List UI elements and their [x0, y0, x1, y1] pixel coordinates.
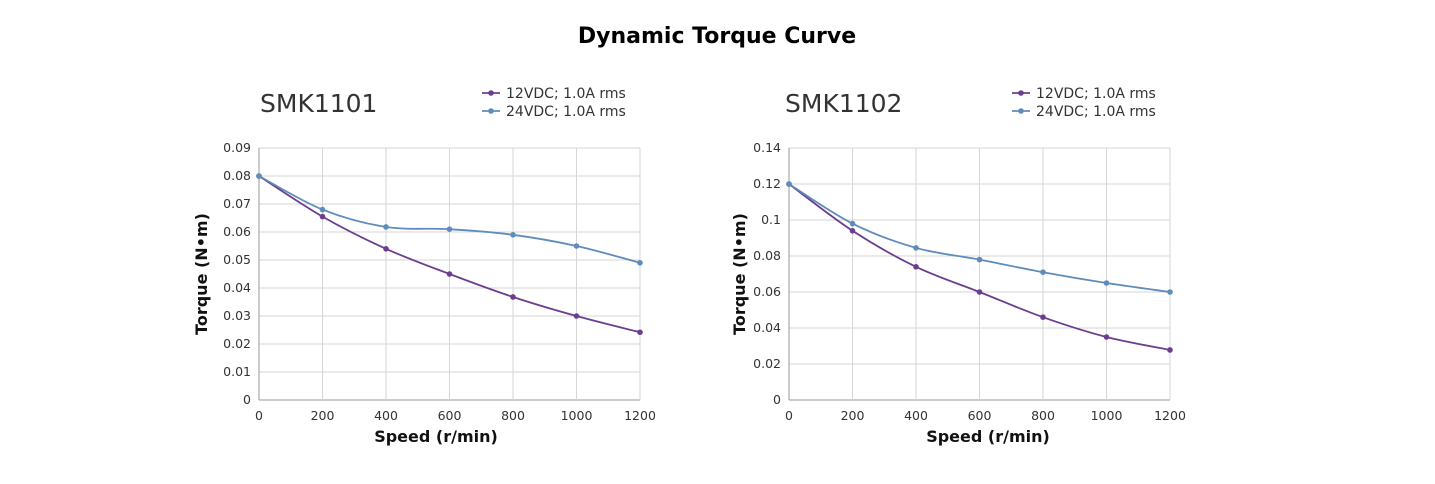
y-tick-label: 0	[243, 392, 251, 407]
y-tick-label: 0.05	[223, 252, 251, 267]
data-point-24vdc	[1103, 280, 1110, 286]
data-point-12vdc	[510, 294, 516, 300]
data-point-24vdc	[319, 206, 326, 213]
y-tick-label: 0.01	[223, 364, 251, 379]
data-point-12vdc	[637, 329, 643, 336]
data-point-12vdc	[1167, 347, 1173, 353]
y-tick-label: 0.1	[761, 212, 781, 227]
chart-title: SMK1102	[785, 89, 902, 118]
data-point-12vdc	[849, 228, 856, 234]
y-tick-label: 0.08	[753, 248, 781, 263]
x-tick-label: 1200	[1154, 408, 1186, 423]
y-tick-label: 0.09	[223, 140, 251, 155]
data-point-12vdc	[913, 264, 919, 270]
legend-label: 24VDC; 1.0A rms	[1036, 104, 1156, 120]
data-point-24vdc	[256, 173, 262, 179]
data-point-24vdc	[446, 226, 453, 232]
legend-swatch-marker	[1018, 108, 1024, 114]
data-point-24vdc	[637, 260, 643, 266]
x-tick-label: 0	[785, 408, 793, 423]
x-tick-label: 400	[374, 408, 398, 423]
figure-title: Dynamic Torque Curve	[578, 24, 856, 49]
data-point-12vdc	[383, 246, 389, 252]
chart-smk1102: SMK1102 0 0.02 0.04 0.06 0.08 0.1 0.12 0.14 0 200 4…	[730, 86, 1186, 446]
chart-smk1101: SMK1101 0 0.01 0.02 0.03 0.04 0.05 0.06 0.07 0.08…	[192, 86, 656, 446]
x-tick-label: 1000	[561, 408, 593, 423]
legend-swatch-marker	[488, 108, 494, 114]
x-tick-label: 600	[968, 408, 992, 423]
y-tick-label: 0.02	[223, 336, 251, 351]
legend-label: 12VDC; 1.0A rms	[1036, 86, 1156, 102]
x-tick-label: 1200	[624, 408, 656, 423]
y-tick-label: 0.04	[753, 320, 781, 335]
y-tick-label: 0.07	[223, 196, 251, 211]
x-tick-label: 400	[904, 408, 928, 423]
data-point-24vdc	[573, 243, 580, 249]
data-point-24vdc	[913, 245, 919, 251]
data-point-24vdc	[383, 224, 389, 230]
data-point-24vdc	[976, 256, 983, 263]
x-tick-label: 800	[1031, 408, 1055, 423]
y-axis-label: Torque (N•m)	[192, 213, 211, 335]
data-point-24vdc	[1167, 289, 1173, 295]
legend-label: 12VDC; 1.0A rms	[506, 86, 626, 102]
x-tick-label: 600	[438, 408, 462, 423]
chart-title: SMK1101	[260, 89, 377, 118]
x-tick-label: 200	[841, 408, 865, 423]
y-tick-label: 0.12	[753, 176, 781, 191]
x-tick-label: 0	[255, 408, 263, 423]
x-axis-label: Speed (r/min)	[926, 427, 1050, 446]
data-point-12vdc	[446, 271, 453, 277]
y-tick-label: 0.02	[753, 356, 781, 371]
data-point-12vdc	[573, 313, 580, 319]
y-axis-label: Torque (N•m)	[730, 213, 749, 335]
y-tick-label: 0.03	[223, 308, 251, 323]
x-tick-label: 1000	[1091, 408, 1123, 423]
data-point-24vdc	[786, 181, 792, 187]
legend-swatch-marker	[488, 90, 494, 96]
data-point-12vdc	[976, 289, 983, 295]
data-point-12vdc	[1040, 314, 1046, 321]
x-tick-label: 800	[501, 408, 525, 423]
data-point-12vdc	[319, 213, 326, 220]
y-tick-label: 0.08	[223, 168, 251, 183]
data-point-24vdc	[849, 220, 856, 227]
legend-swatch-marker	[1018, 90, 1024, 96]
x-tick-label: 200	[311, 408, 335, 423]
legend-label: 24VDC; 1.0A rms	[506, 104, 626, 120]
data-point-12vdc	[1103, 334, 1110, 340]
data-point-24vdc	[1040, 269, 1046, 276]
x-axis-label: Speed (r/min)	[374, 427, 498, 446]
data-point-24vdc	[510, 232, 516, 238]
y-tick-label: 0.06	[223, 224, 251, 239]
y-tick-label: 0.06	[753, 284, 781, 299]
y-tick-label: 0	[773, 392, 781, 407]
y-tick-label: 0.14	[753, 140, 781, 155]
y-tick-label: 0.04	[223, 280, 251, 295]
